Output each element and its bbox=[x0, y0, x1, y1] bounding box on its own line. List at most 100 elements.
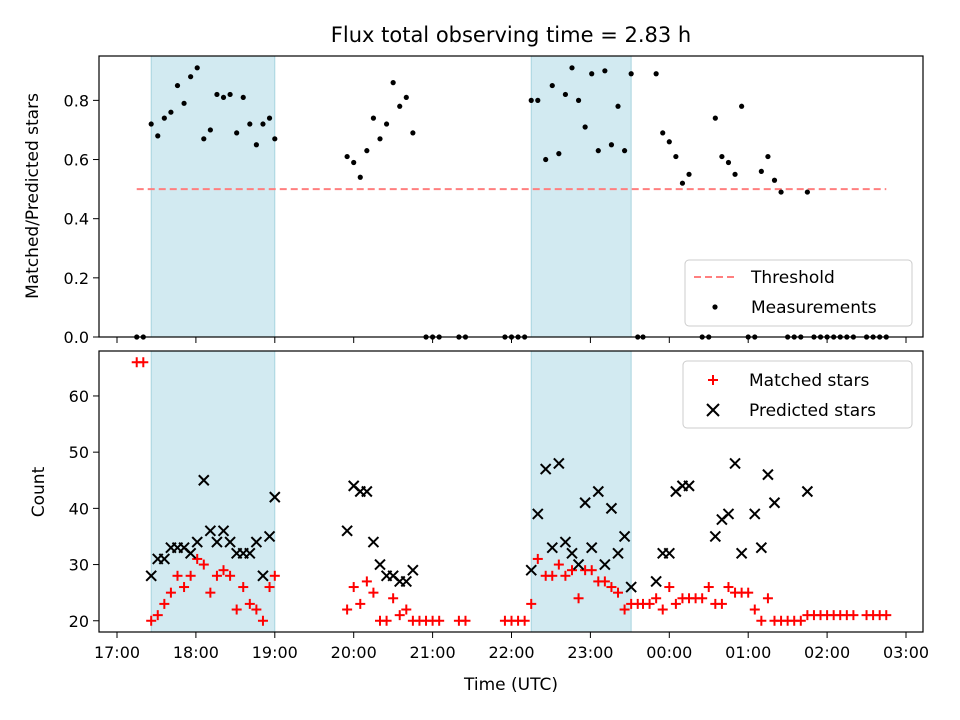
matched-stars-point bbox=[526, 598, 537, 609]
predicted-stars-point-b bbox=[204, 525, 217, 537]
predicted-stars-point-b bbox=[532, 508, 544, 520]
predicted-stars-point bbox=[722, 508, 735, 520]
y-tick-label-bottom: 60 bbox=[69, 387, 89, 406]
predicted-stars-point bbox=[532, 508, 544, 520]
predicted-stars-point bbox=[546, 541, 558, 554]
matched-stars-point bbox=[553, 559, 564, 570]
matched-stars-point bbox=[401, 604, 412, 615]
matched-stars-point bbox=[251, 604, 262, 615]
predicted-stars-point-b bbox=[191, 536, 203, 548]
matched-stars-point bbox=[368, 587, 379, 598]
matched-stars-point bbox=[269, 570, 280, 581]
matched-stars-point bbox=[205, 587, 216, 598]
predicted-stars-point-b bbox=[257, 570, 269, 582]
predicted-stars-point-b bbox=[801, 485, 814, 498]
measurement-point bbox=[666, 139, 672, 145]
measurement-point bbox=[201, 136, 207, 142]
matched-stars-point bbox=[342, 604, 353, 615]
predicted-stars-point-b bbox=[546, 541, 558, 554]
matched-stars-point bbox=[211, 570, 222, 581]
predicted-stars-point bbox=[735, 547, 748, 560]
predicted-stars-point-b bbox=[217, 525, 230, 537]
measurement-point bbox=[686, 171, 692, 177]
bottom-panel: 20 30 40 50 60 17:00 18:00 19:00 20:00 21:00 22:00… bbox=[69, 350, 929, 662]
matched-stars-point bbox=[756, 615, 767, 626]
measurement-point bbox=[679, 180, 686, 186]
matched-stars-point bbox=[179, 582, 190, 593]
predicted-stars-point bbox=[553, 457, 565, 470]
measurement-point bbox=[227, 91, 233, 98]
predicted-stars-point bbox=[184, 547, 197, 560]
predicted-stars-point-b bbox=[244, 547, 256, 560]
predicted-stars-point bbox=[400, 575, 413, 588]
predicted-stars-point bbox=[250, 536, 263, 548]
predicted-stars-point bbox=[374, 558, 386, 571]
predicted-stars-point bbox=[367, 536, 380, 548]
measurement-point bbox=[575, 97, 582, 103]
matched-stars-point bbox=[619, 604, 630, 615]
predicted-stars-point bbox=[579, 497, 591, 509]
matched-stars-point bbox=[388, 593, 399, 604]
predicted-stars-point-b bbox=[387, 570, 399, 582]
matched-stars-point bbox=[651, 593, 662, 604]
x-tick-label: 20:00 bbox=[331, 643, 377, 662]
predicted-stars-point bbox=[586, 541, 598, 554]
y-tick-label-top: 0.8 bbox=[64, 91, 89, 110]
predicted-stars-point bbox=[525, 564, 537, 576]
predicted-stars-point bbox=[559, 536, 572, 548]
matched-stars-point bbox=[716, 598, 727, 609]
predicted-stars-point-b bbox=[592, 485, 604, 498]
y-tick-label-bottom: 30 bbox=[69, 556, 89, 575]
matched-stars-point bbox=[697, 593, 708, 604]
predicted-stars-point-b bbox=[599, 558, 611, 571]
x-tick-label: 02:00 bbox=[804, 643, 850, 662]
predicted-stars-point-b bbox=[184, 547, 197, 560]
predicted-stars-point bbox=[605, 502, 618, 515]
predicted-stars-point bbox=[749, 508, 761, 520]
predicted-stars-point-b bbox=[755, 541, 768, 554]
x-tick-label: 00:00 bbox=[646, 643, 692, 662]
matched-stars-point bbox=[560, 570, 571, 581]
measurement-point bbox=[161, 115, 167, 121]
measurement-point bbox=[765, 153, 771, 160]
x-tick-label: 23:00 bbox=[567, 643, 613, 662]
predicted-stars-point-b bbox=[768, 497, 781, 509]
predicted-stars-point bbox=[683, 480, 695, 492]
predicted-stars-point bbox=[145, 570, 157, 582]
predicted-stars-point-b bbox=[749, 508, 761, 520]
predicted-stars-point-b bbox=[605, 502, 618, 515]
predicted-stars-point-b bbox=[553, 457, 565, 470]
measurement-point bbox=[410, 130, 416, 136]
measurement-point bbox=[771, 177, 778, 183]
legend-bottom: Matched stars Predicted stars bbox=[682, 360, 913, 429]
matched-stars-point bbox=[644, 598, 655, 609]
predicted-stars-point bbox=[709, 530, 722, 543]
matched-stars-point bbox=[460, 615, 471, 626]
legend-predicted-swatch-b bbox=[706, 403, 720, 417]
predicted-stars-point-b bbox=[158, 553, 171, 565]
measurement-point bbox=[556, 151, 562, 157]
measurement-point bbox=[725, 159, 732, 166]
measurement-point bbox=[719, 153, 725, 160]
matched-stars-point bbox=[159, 598, 170, 609]
predicted-stars-point-b bbox=[586, 541, 598, 554]
matched-stars-point bbox=[231, 604, 242, 615]
matched-stars-point bbox=[361, 576, 372, 587]
measurement-point bbox=[732, 171, 738, 177]
predicted-stars-point bbox=[263, 530, 276, 543]
matched-stars-point bbox=[723, 582, 734, 593]
top-panel: 0.0 0.2 0.4 0.6 0.8 Threshold Measurements bbox=[64, 55, 924, 347]
matched-stars-point bbox=[532, 553, 543, 564]
predicted-stars-point-b bbox=[374, 558, 386, 571]
measurement-point bbox=[589, 71, 595, 77]
measurement-point bbox=[628, 71, 634, 77]
predicted-stars-point-b bbox=[625, 581, 637, 593]
measurement-point bbox=[739, 103, 745, 109]
matched-stars-point bbox=[172, 570, 183, 581]
predicted-stars-point bbox=[539, 463, 552, 475]
measurement-point bbox=[148, 121, 154, 127]
matched-stars-point bbox=[394, 610, 405, 621]
predicted-stars-point bbox=[217, 525, 230, 537]
matched-stars-point bbox=[703, 582, 714, 593]
